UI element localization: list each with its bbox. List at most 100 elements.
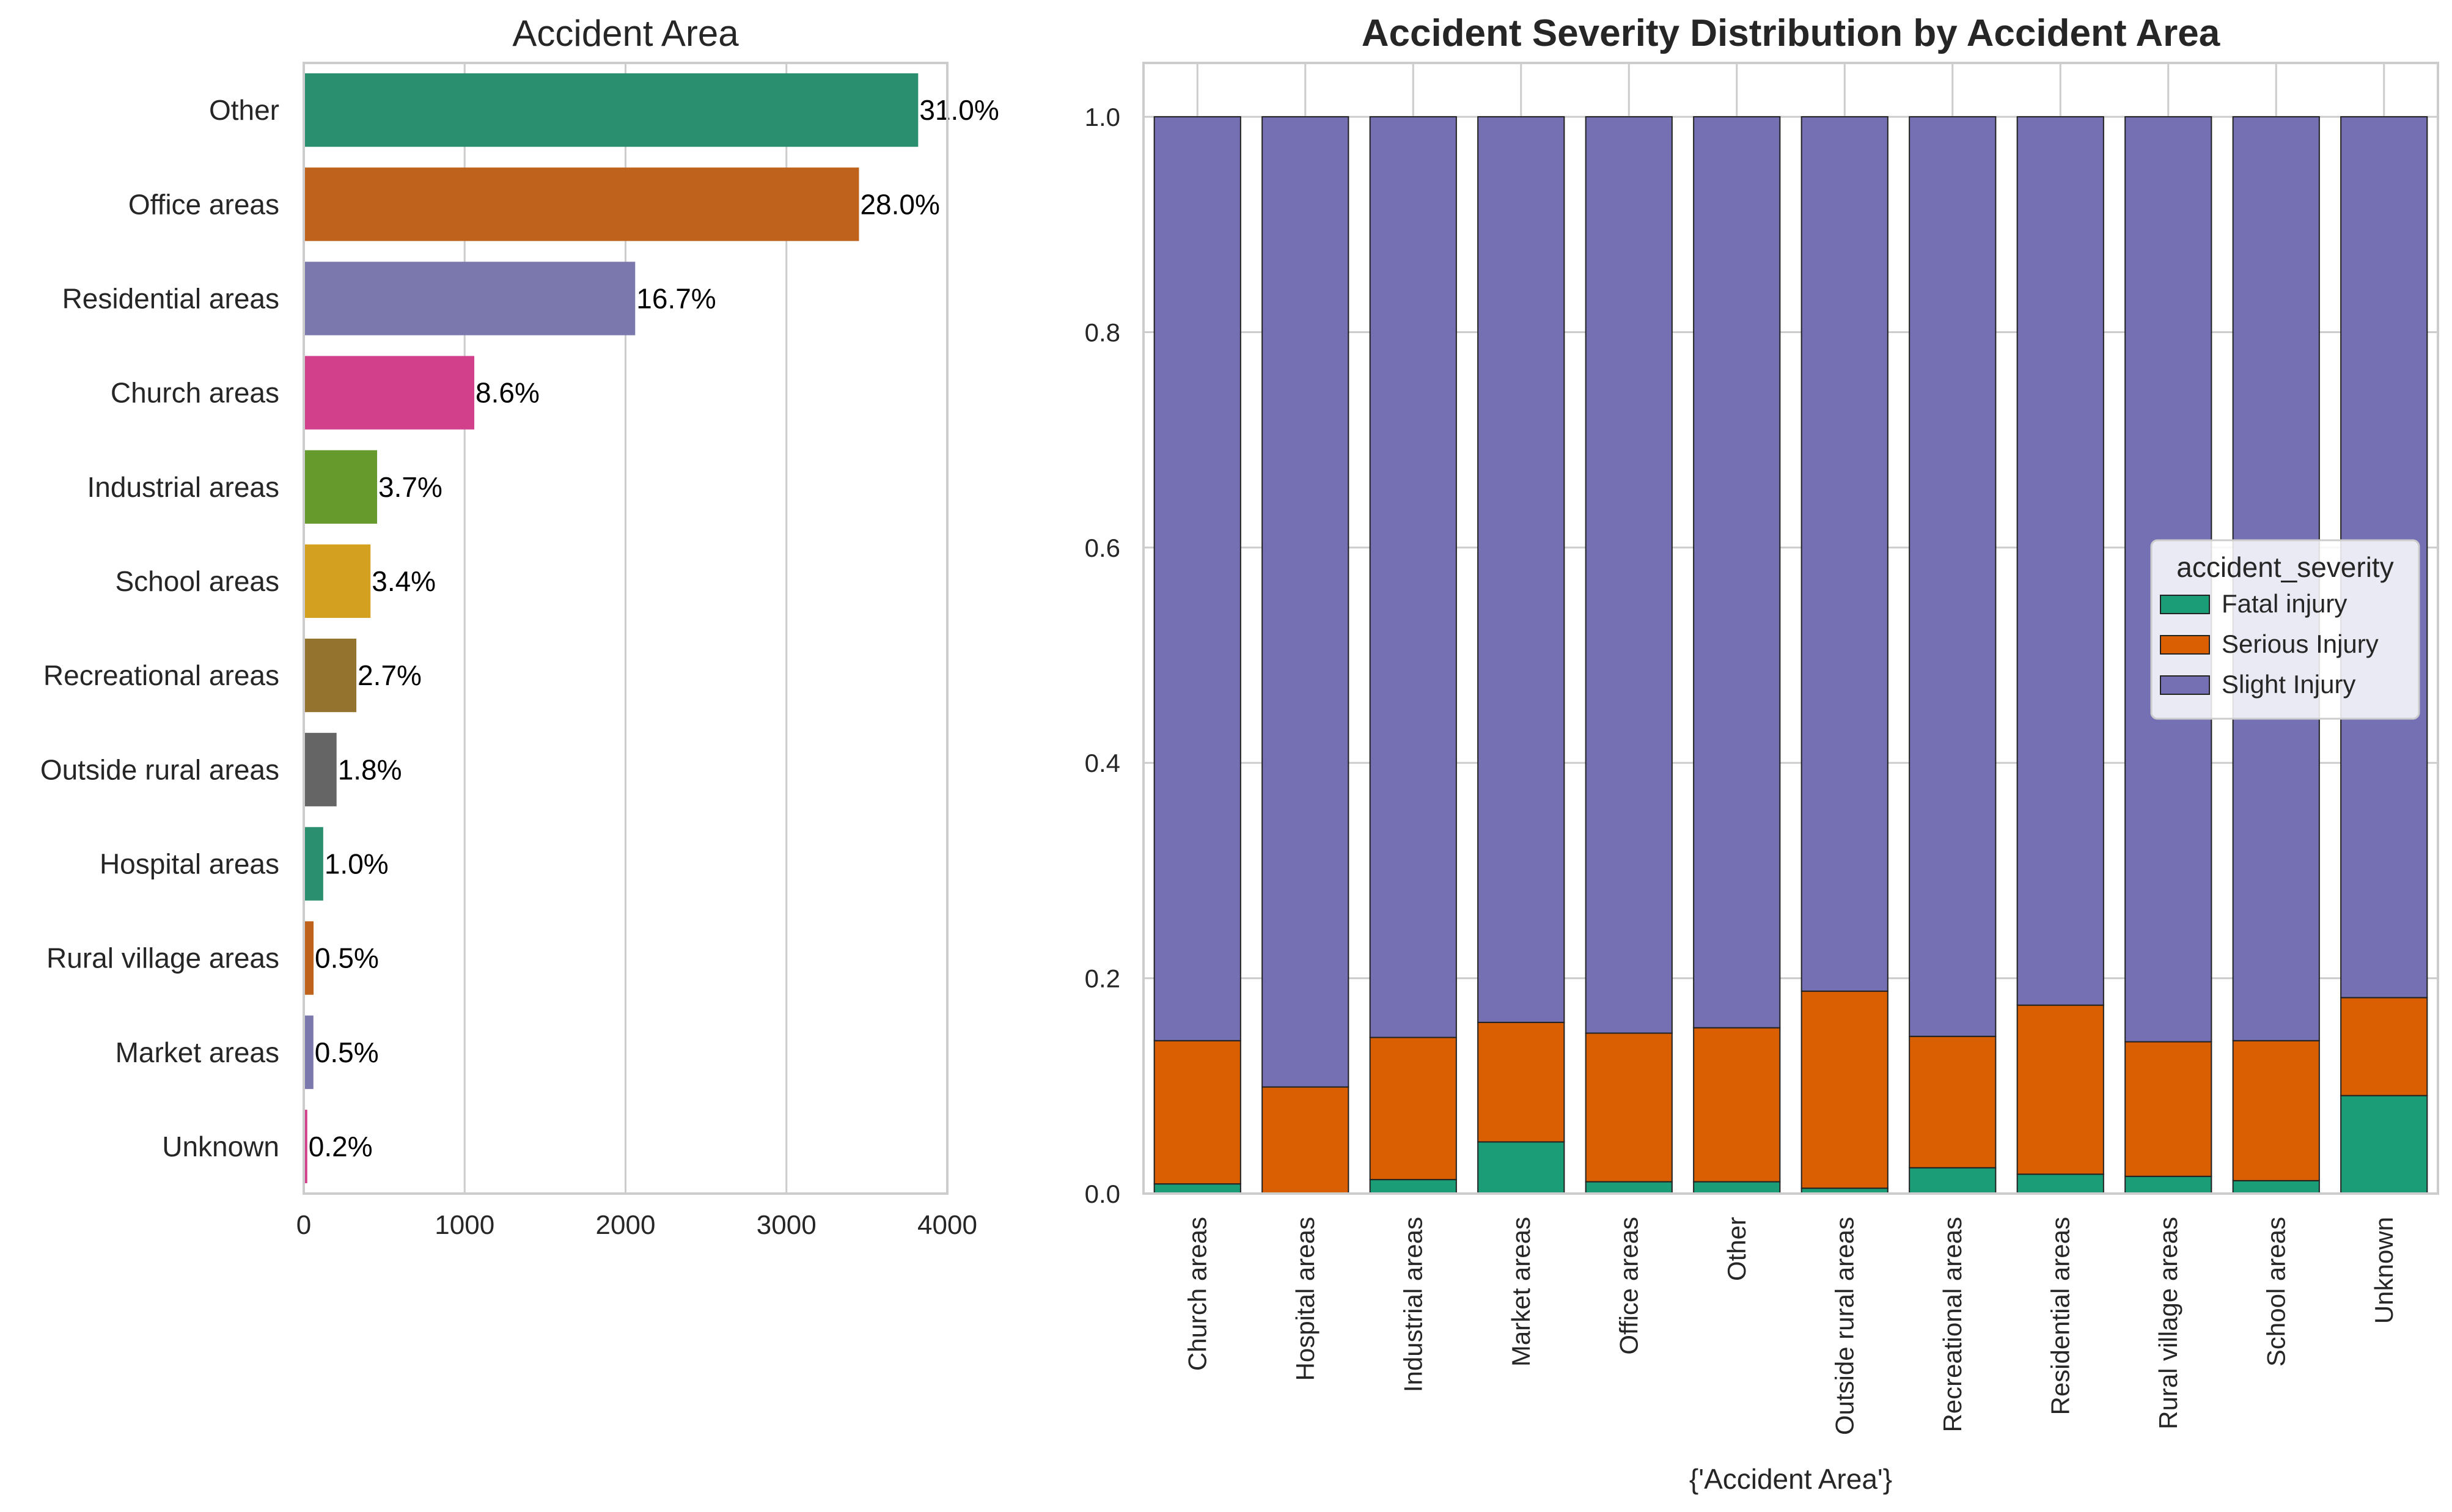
x-tick-label: Unknown	[2369, 1217, 2398, 1324]
bar-label: 3.4%	[372, 565, 436, 597]
y-tick-label: Other	[209, 94, 279, 126]
legend-entry: Serious Injury	[2222, 629, 2379, 658]
bar-label: 1.0%	[325, 848, 389, 879]
stacked-bar-segment	[1693, 1181, 1781, 1194]
x-tick-label: Market areas	[1507, 1217, 1535, 1367]
x-tick-label: 2000	[596, 1210, 656, 1240]
stacked-bar-segment	[1693, 116, 1781, 1029]
legend-box	[2150, 539, 2420, 720]
bar-label: 16.7%	[636, 282, 716, 314]
x-tick-label: School areas	[2261, 1217, 2290, 1367]
stacked-bar-segment	[1800, 990, 1889, 1189]
stacked-bar-segment	[1153, 1183, 1241, 1194]
stacked-bar-segment	[1909, 1167, 1997, 1194]
bar	[304, 1109, 307, 1184]
y-tick-label: School areas	[116, 565, 280, 597]
y-tick-label: 0.8	[1085, 318, 1120, 347]
bar-label: 3.7%	[378, 471, 442, 503]
bar	[304, 638, 357, 713]
y-tick-label: Market areas	[116, 1037, 279, 1068]
legend-swatch	[2160, 595, 2210, 614]
bar-label: 28.0%	[860, 188, 939, 220]
x-tick-label: Outside rural areas	[1830, 1217, 1859, 1435]
bar	[304, 544, 371, 618]
stacked-bar-segment	[1693, 1027, 1781, 1183]
stacked-bar-segment	[1585, 116, 1673, 1034]
stacked-bar-segment	[1585, 1181, 1673, 1194]
legend-swatch	[2160, 635, 2210, 655]
bar	[304, 262, 636, 336]
bar-label: 1.8%	[338, 754, 402, 785]
stacked-bar-segment	[2016, 1173, 2104, 1195]
x-tick-label: Rural village areas	[2154, 1217, 2182, 1429]
x-tick-label: Hospital areas	[1291, 1217, 1320, 1381]
y-tick-label: 0.6	[1085, 534, 1120, 562]
bar	[304, 450, 378, 524]
y-tick-label: 1.0	[1085, 103, 1120, 131]
stacked-bar-segment	[1477, 1141, 1565, 1195]
x-axis-label: {'Accident Area'}	[1689, 1463, 1892, 1495]
x-tick-label: Industrial areas	[1398, 1217, 1427, 1392]
chart-title-1: Accident Area	[512, 13, 739, 54]
y-tick-label: Unknown	[162, 1131, 279, 1162]
x-tick-label: 1000	[435, 1210, 494, 1240]
bar	[304, 921, 314, 995]
x-tick-label: Recreational areas	[1938, 1217, 1967, 1433]
legend-entry: Slight Injury	[2222, 670, 2355, 699]
bar	[304, 827, 323, 901]
x-tick-label: Church areas	[1183, 1217, 1211, 1371]
legend-title: accident_severity	[2176, 551, 2393, 583]
y-tick-label: Recreational areas	[43, 659, 279, 691]
stacked-bar-segment	[1153, 116, 1241, 1041]
y-tick-label: Church areas	[111, 377, 279, 409]
stacked-bar-segment	[1800, 116, 1889, 992]
bar-label: 2.7%	[358, 659, 422, 691]
stacked-bar-segment	[1369, 1037, 1457, 1181]
stacked-bar-segment	[2016, 1004, 2104, 1175]
bar	[304, 356, 475, 430]
stacked-bar-segment	[2232, 1180, 2320, 1195]
y-tick-label: Rural village areas	[46, 942, 279, 974]
stacked-bar-segment	[1909, 116, 1997, 1037]
stacked-bar-segment	[1909, 1035, 1997, 1169]
plot-frame-2	[1142, 62, 2439, 1195]
severity-distribution-chart: 0.00.20.40.60.81.00.9%13.3%Church areas9…	[1085, 12, 2439, 1495]
bar	[304, 733, 337, 807]
bar-label: 0.2%	[309, 1131, 373, 1162]
x-tick-label: 4000	[917, 1210, 977, 1240]
bar-label: 0.5%	[315, 1037, 379, 1068]
bar	[304, 167, 859, 241]
bar	[304, 73, 919, 147]
y-tick-label: Office areas	[128, 188, 279, 220]
stacked-bar-segment	[1369, 116, 1457, 1038]
bar	[304, 1015, 314, 1089]
x-tick-label: 3000	[757, 1210, 817, 1240]
stacked-bar-segment	[2124, 1041, 2212, 1177]
x-tick-label: Office areas	[1614, 1217, 1643, 1355]
bar-label: 8.6%	[475, 377, 540, 409]
stacked-bar-segment	[1153, 1040, 1241, 1185]
x-tick-label: 0	[296, 1210, 311, 1240]
plot-frame-1	[303, 62, 949, 1195]
stacked-bar-segment	[2232, 1040, 2320, 1181]
y-tick-label: 0.4	[1085, 749, 1120, 777]
stacked-bar-segment	[2340, 997, 2428, 1096]
stacked-bar-segment	[1477, 1021, 1565, 1143]
bar-label: 31.0%	[919, 94, 999, 126]
x-tick-label: Residential areas	[2046, 1217, 2074, 1415]
area-count-chart: 0 1000 2000 3000 4000 Other 31.0% Office areas 2…	[40, 13, 999, 1240]
stacked-bar-segment	[2016, 116, 2104, 1006]
legend: accident_severity Fatal injury Serious Inj…	[2150, 539, 2420, 720]
y-tick-label: Residential areas	[62, 282, 279, 314]
y-tick-label: Hospital areas	[100, 848, 279, 879]
stacked-bar-segment	[2340, 1095, 2428, 1194]
y-tick-label: Outside rural areas	[40, 754, 279, 785]
y-tick-label: 0.0	[1085, 1180, 1120, 1208]
stacked-bar-segment	[2124, 1175, 2212, 1195]
stacked-bar-segment	[1261, 1086, 1349, 1194]
stacked-bar-segment	[1585, 1032, 1673, 1183]
x-tick-label: Other	[1722, 1217, 1751, 1281]
stacked-bar-segment	[1369, 1179, 1457, 1194]
bar-label: 0.5%	[315, 942, 379, 974]
chart-title-2: Accident Severity Distribution by Accide…	[1362, 12, 2220, 54]
